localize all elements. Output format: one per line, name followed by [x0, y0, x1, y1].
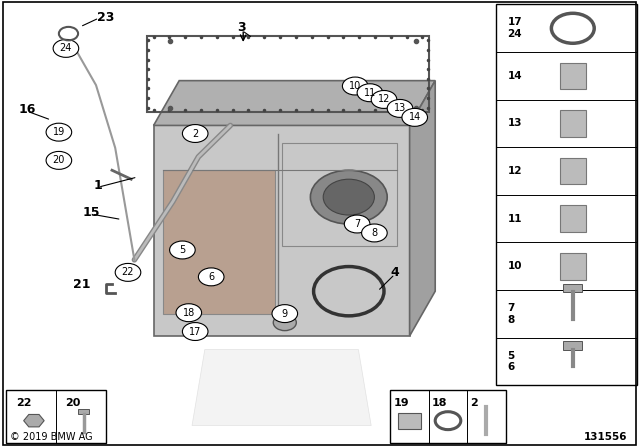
Polygon shape	[192, 349, 371, 426]
Bar	[560, 63, 586, 89]
Bar	[560, 205, 586, 232]
Text: 5: 5	[179, 245, 186, 255]
Bar	[496, 4, 637, 385]
Text: 9: 9	[282, 309, 288, 319]
Circle shape	[182, 323, 208, 340]
Text: 12: 12	[508, 166, 522, 176]
Text: 17
24: 17 24	[508, 17, 522, 39]
Text: 7: 7	[354, 219, 360, 229]
Text: 22: 22	[122, 267, 134, 277]
Circle shape	[323, 179, 374, 215]
Text: 13: 13	[508, 118, 522, 129]
Text: 15: 15	[83, 206, 100, 220]
Text: 22: 22	[16, 398, 31, 408]
Text: 10: 10	[508, 261, 522, 271]
Text: 7
8: 7 8	[508, 303, 515, 325]
Circle shape	[273, 314, 296, 331]
Circle shape	[342, 77, 368, 95]
Text: 18: 18	[182, 308, 195, 318]
Text: 4: 4	[390, 266, 399, 279]
Circle shape	[170, 241, 195, 259]
Circle shape	[371, 90, 397, 108]
Text: 20: 20	[52, 155, 65, 165]
Circle shape	[402, 108, 428, 126]
Bar	[563, 341, 582, 349]
Text: 14: 14	[408, 112, 421, 122]
Circle shape	[176, 304, 202, 322]
Circle shape	[115, 263, 141, 281]
Polygon shape	[154, 81, 435, 125]
Text: 18: 18	[432, 398, 447, 408]
Bar	[560, 158, 586, 185]
Circle shape	[362, 224, 387, 242]
Text: 19: 19	[52, 127, 65, 137]
Circle shape	[272, 305, 298, 323]
Bar	[563, 284, 582, 292]
Text: 5
6: 5 6	[508, 351, 515, 372]
Circle shape	[53, 39, 79, 57]
Text: 19: 19	[394, 398, 409, 408]
Polygon shape	[282, 143, 397, 246]
Text: 16: 16	[18, 103, 36, 116]
Circle shape	[344, 215, 370, 233]
Circle shape	[310, 170, 387, 224]
Polygon shape	[24, 414, 44, 427]
Bar	[560, 253, 586, 280]
Text: 1: 1	[93, 179, 102, 193]
Bar	[6, 390, 106, 443]
Text: 10: 10	[349, 81, 362, 91]
Bar	[79, 409, 89, 414]
Text: 3: 3	[237, 21, 246, 34]
Circle shape	[198, 268, 224, 286]
Text: 17: 17	[189, 327, 202, 336]
Text: 2: 2	[192, 129, 198, 138]
Bar	[390, 390, 506, 443]
Polygon shape	[154, 125, 410, 336]
Text: 21: 21	[73, 278, 91, 291]
Text: 11: 11	[364, 88, 376, 98]
Text: 6: 6	[208, 272, 214, 282]
Text: 13: 13	[394, 103, 406, 113]
Text: 14: 14	[508, 71, 522, 81]
Text: 2: 2	[470, 398, 478, 408]
Text: © 2019 BMW AG: © 2019 BMW AG	[10, 432, 92, 442]
Text: 23: 23	[97, 10, 115, 24]
Bar	[398, 413, 421, 429]
Circle shape	[182, 125, 208, 142]
Circle shape	[387, 99, 413, 117]
Text: 8: 8	[371, 228, 378, 238]
Bar	[560, 110, 586, 137]
Circle shape	[46, 123, 72, 141]
Text: 11: 11	[508, 214, 522, 224]
Text: 24: 24	[60, 43, 72, 53]
Circle shape	[46, 151, 72, 169]
Text: 131556: 131556	[584, 432, 627, 442]
Polygon shape	[163, 170, 275, 314]
Circle shape	[357, 84, 383, 102]
Text: 20: 20	[66, 398, 81, 408]
Text: 12: 12	[378, 95, 390, 104]
Polygon shape	[410, 81, 435, 336]
